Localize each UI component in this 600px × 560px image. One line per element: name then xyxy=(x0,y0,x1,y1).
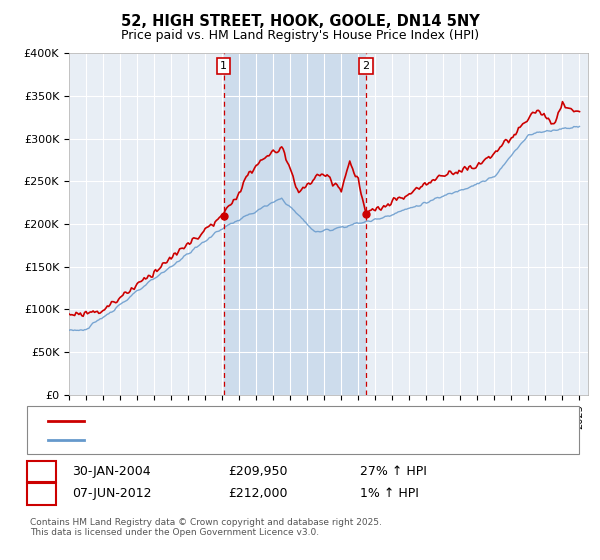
Text: 2: 2 xyxy=(362,61,370,71)
Text: £212,000: £212,000 xyxy=(228,487,287,501)
Text: 27% ↑ HPI: 27% ↑ HPI xyxy=(360,465,427,478)
Text: 52, HIGH STREET, HOOK, GOOLE, DN14 5NY (detached house): 52, HIGH STREET, HOOK, GOOLE, DN14 5NY (… xyxy=(96,417,437,426)
Text: 30-JAN-2004: 30-JAN-2004 xyxy=(72,465,151,478)
Text: 1: 1 xyxy=(220,61,227,71)
Text: HPI: Average price, detached house, East Riding of Yorkshire: HPI: Average price, detached house, East… xyxy=(96,435,427,445)
Text: 1% ↑ HPI: 1% ↑ HPI xyxy=(360,487,419,501)
Text: Contains HM Land Registry data © Crown copyright and database right 2025.
This d: Contains HM Land Registry data © Crown c… xyxy=(30,518,382,538)
Text: Price paid vs. HM Land Registry's House Price Index (HPI): Price paid vs. HM Land Registry's House … xyxy=(121,29,479,42)
Text: 07-JUN-2012: 07-JUN-2012 xyxy=(72,487,151,501)
Text: £209,950: £209,950 xyxy=(228,465,287,478)
Text: 52, HIGH STREET, HOOK, GOOLE, DN14 5NY: 52, HIGH STREET, HOOK, GOOLE, DN14 5NY xyxy=(121,14,479,29)
Text: 2: 2 xyxy=(37,487,46,501)
Bar xyxy=(224,53,366,395)
Text: 1: 1 xyxy=(37,465,46,478)
